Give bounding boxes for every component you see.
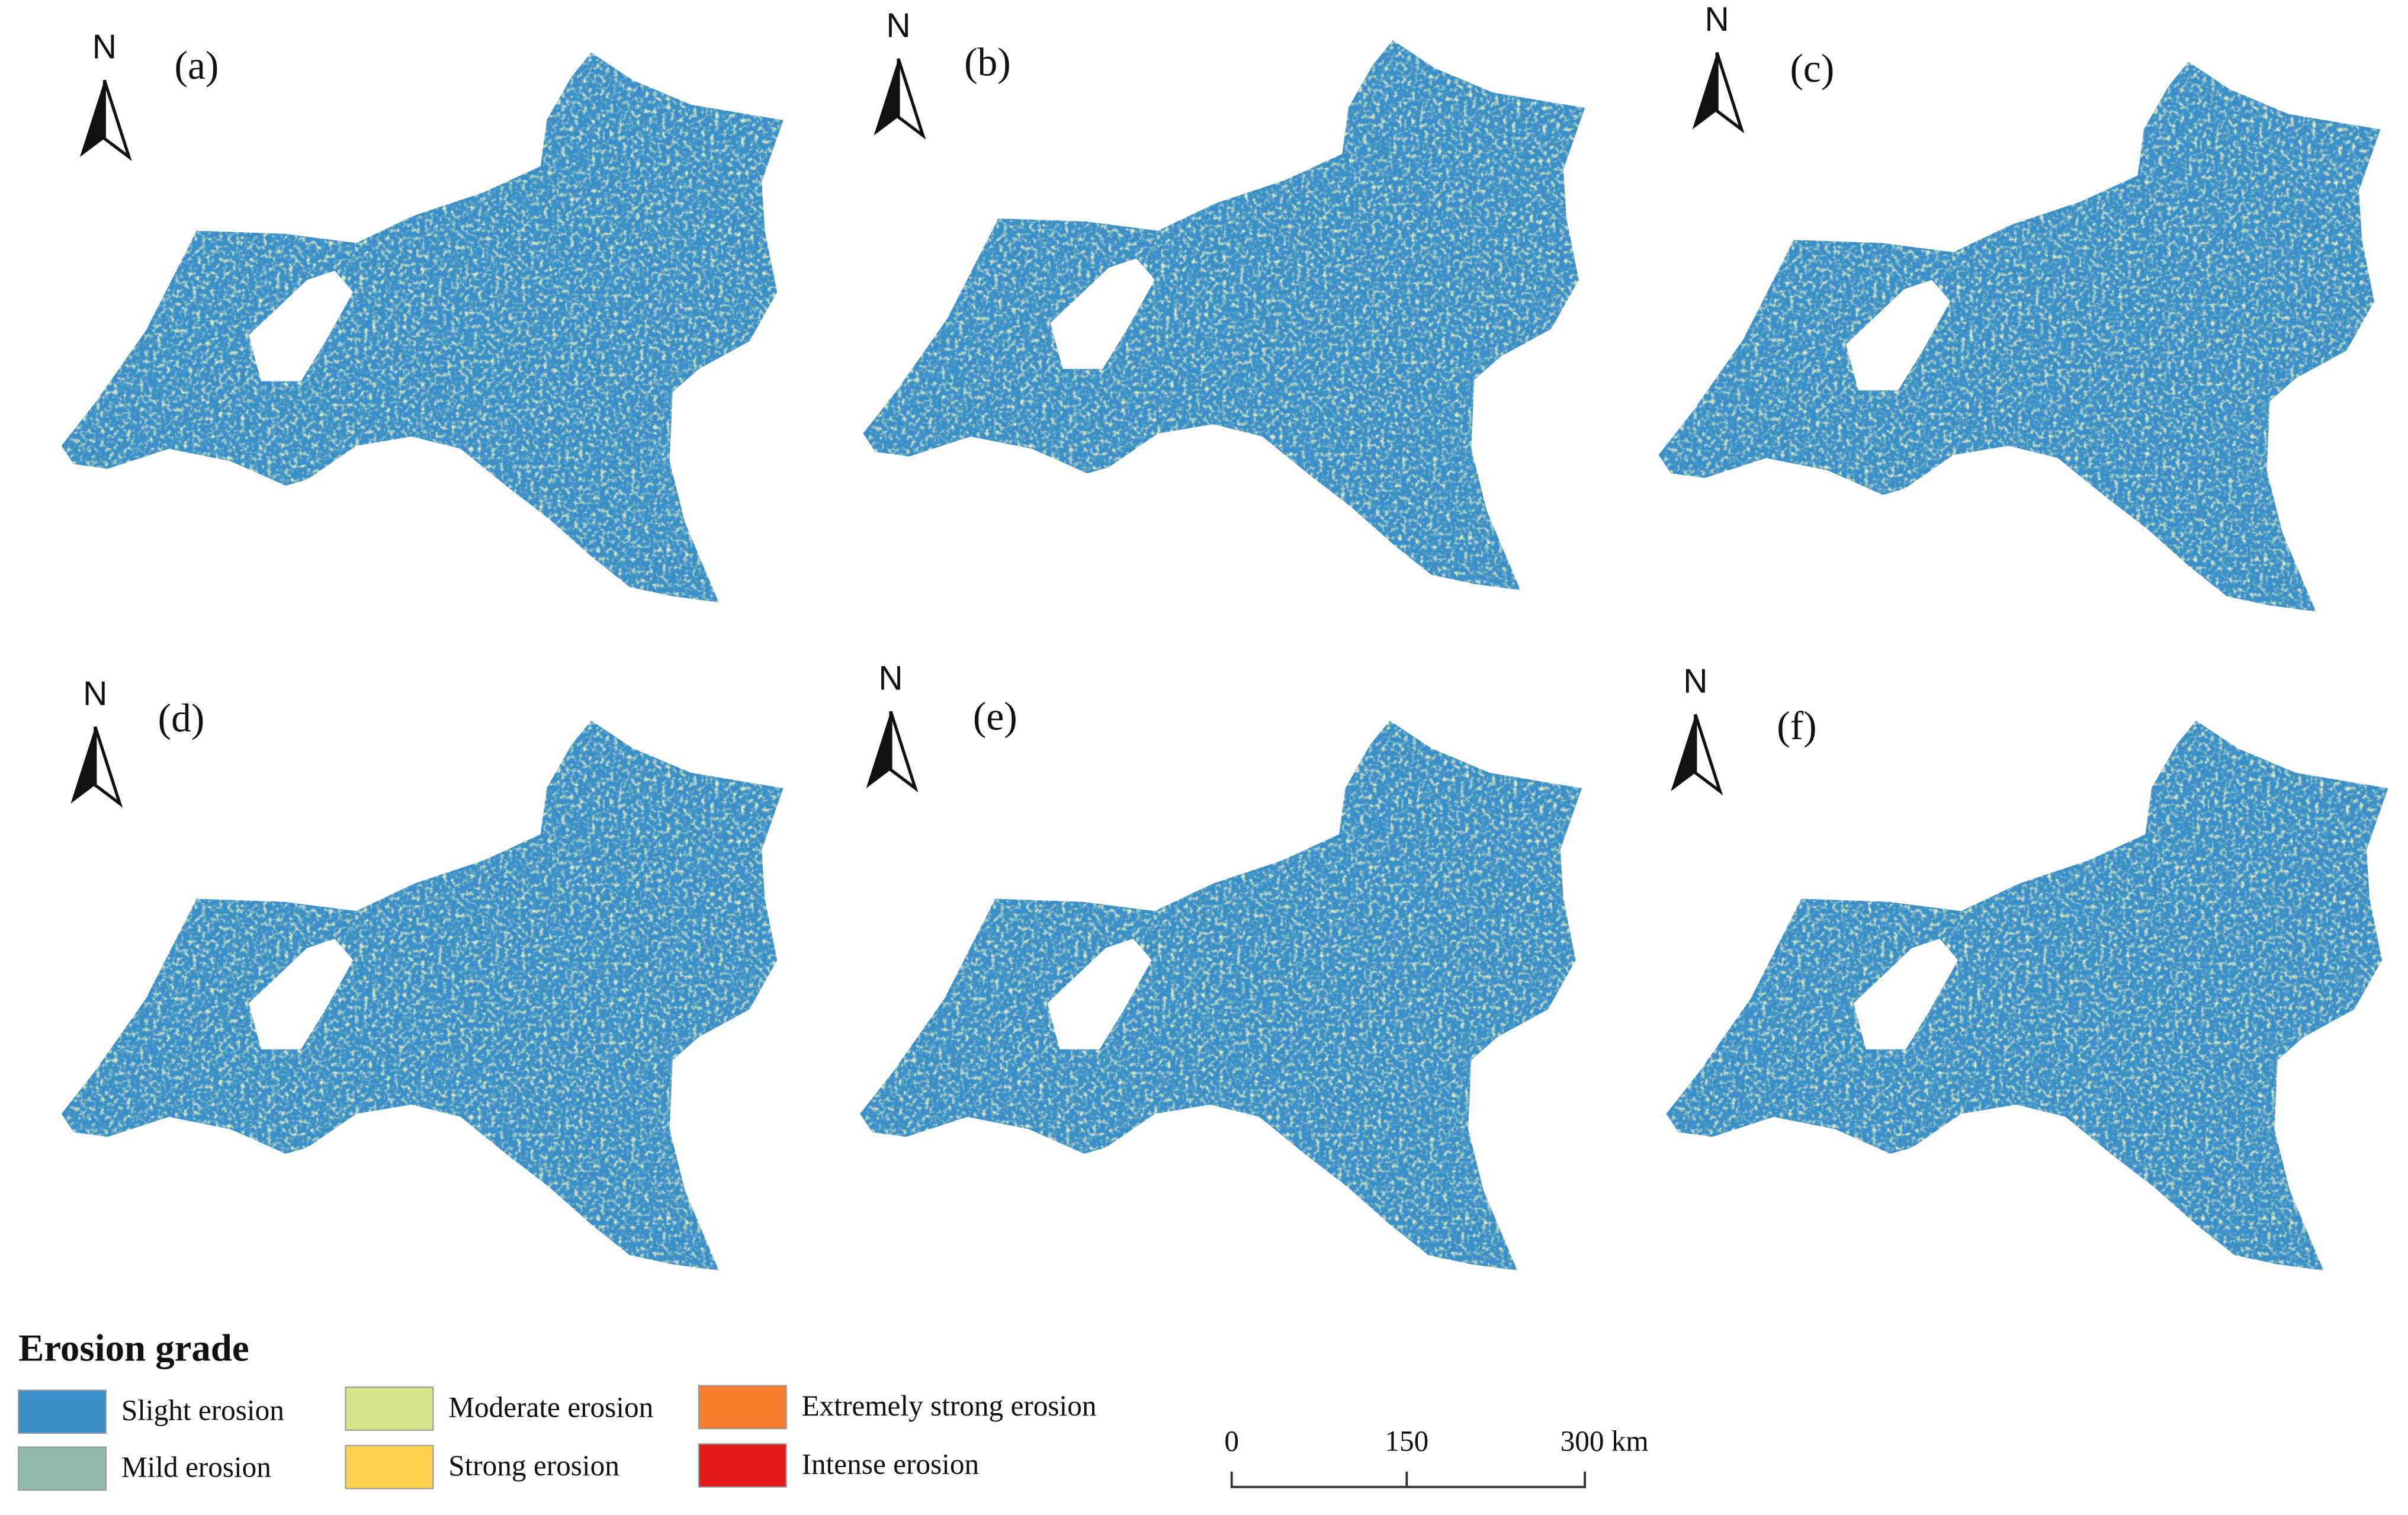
legend-label: Mild erosion [121, 1451, 271, 1484]
panel-label: (b) [964, 40, 1011, 85]
map-panel: N (f) [1667, 663, 2388, 1271]
legend-swatch [18, 1446, 107, 1491]
north-arrow [874, 59, 923, 136]
erosion-map [1659, 62, 2381, 611]
panel-label: (f) [1777, 704, 1816, 748]
scale-label: 300 km [1561, 1424, 1649, 1457]
map-panel: N (d) [62, 675, 784, 1270]
scale-label: 150 [1385, 1424, 1428, 1457]
legend-label: Extremely strong erosion [802, 1389, 1097, 1422]
north-label: N [92, 28, 117, 66]
map-panel: N (c) [1659, 1, 2381, 612]
legend-swatch [345, 1445, 434, 1490]
panels: N (a) N (b) N (c) N (d) N (e) N (f) [62, 1, 2388, 1270]
map-panel: N (a) [62, 28, 784, 602]
panel-label: (d) [158, 696, 205, 740]
legend-label: Moderate erosion [448, 1391, 653, 1423]
north-label: N [886, 7, 910, 44]
north-arrow [1693, 53, 1742, 130]
erosion-map [62, 721, 784, 1270]
legend-swatch [345, 1386, 434, 1431]
north-arrow [866, 711, 916, 788]
erosion-map [863, 40, 1585, 590]
erosion-map [860, 721, 1582, 1270]
panel-label: (a) [175, 43, 219, 88]
scale-bar: 0 150 300 km [1224, 1424, 1649, 1488]
map-panel: N (b) [863, 7, 1585, 590]
legend-swatch [698, 1443, 787, 1488]
north-arrow [70, 727, 120, 804]
north-arrow [1671, 714, 1720, 791]
north-label: N [83, 675, 107, 712]
erosion-map [62, 53, 784, 602]
legend-label: Intense erosion [802, 1447, 980, 1480]
north-label: N [1705, 1, 1729, 38]
map-panel: N (e) [860, 659, 1582, 1270]
north-label: N [878, 659, 903, 697]
scale-line [1230, 1471, 1587, 1488]
legend-swatch [698, 1385, 787, 1430]
north-arrow [80, 80, 129, 157]
scale-label: 0 [1224, 1424, 1239, 1457]
legend-swatch [18, 1389, 107, 1434]
panel-label: (e) [973, 694, 1017, 739]
legend-label: Slight erosion [121, 1394, 284, 1427]
legend: Erosion grade Slight erosion Mild erosion… [18, 1327, 1097, 1491]
legend-label: Strong erosion [448, 1449, 619, 1482]
panel-label: (c) [1790, 46, 1834, 91]
erosion-map [1667, 721, 2388, 1270]
legend-title: Erosion grade [18, 1327, 249, 1369]
north-label: N [1683, 663, 1707, 701]
